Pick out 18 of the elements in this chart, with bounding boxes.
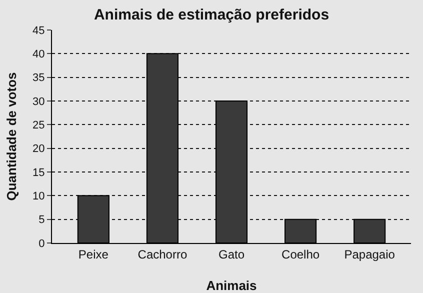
- y-axis-title: Quantidade de votos: [4, 72, 19, 201]
- y-tick-label: 40: [32, 48, 45, 61]
- y-tick-label: 0: [38, 238, 45, 250]
- x-tick-label: Peixe: [78, 247, 109, 262]
- y-tick-label: 45: [32, 24, 45, 37]
- y-tick-label: 20: [32, 143, 45, 156]
- x-axis-title: Animais: [206, 278, 257, 293]
- x-tick-label: Gato: [218, 247, 245, 262]
- y-tick-label: 35: [32, 72, 45, 84]
- x-tick-label: Papagaio: [344, 247, 396, 262]
- x-tick-label: Coelho: [282, 247, 320, 262]
- x-tick-label: Cachorro: [138, 247, 188, 262]
- y-tick-label: 25: [32, 120, 45, 132]
- y-tick-label: 5: [38, 214, 45, 226]
- chart-title: Animais de estimação preferidos: [94, 6, 330, 24]
- y-tick-label: 15: [32, 166, 45, 179]
- y-tick-label: 30: [32, 96, 45, 108]
- y-tick-label: 10: [32, 190, 45, 203]
